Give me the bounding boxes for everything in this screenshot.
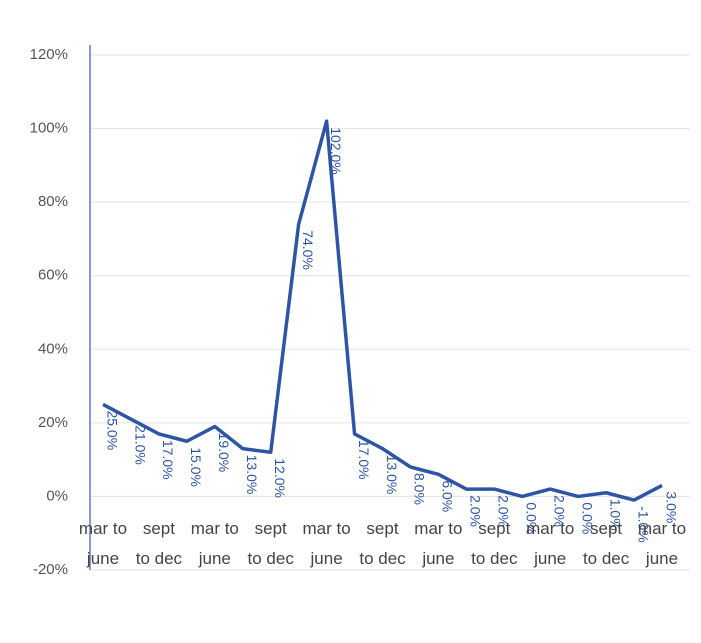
data-label: 13.0%: [244, 455, 260, 495]
x-tick-label: sept to dec: [471, 519, 518, 568]
data-label: 17.0%: [356, 440, 372, 480]
data-label: 1.0%: [607, 499, 623, 531]
data-label: 2.0%: [468, 495, 484, 527]
y-tick-label: 0%: [46, 487, 68, 504]
data-label: 15.0%: [188, 447, 204, 487]
data-label: 25.0%: [104, 410, 120, 450]
x-tick-label: mar to june: [190, 519, 239, 568]
x-tick-label: mar to june: [526, 519, 575, 568]
data-label: 0.0%: [524, 502, 540, 534]
x-tick-label: mar to june: [637, 519, 687, 568]
y-tick-label: 100%: [30, 120, 68, 137]
y-tick-label: 40%: [38, 340, 68, 357]
x-tick-label: mar to june: [302, 519, 351, 568]
y-tick-label: 80%: [38, 193, 68, 210]
data-label: 21.0%: [132, 425, 148, 465]
data-label: 0.0%: [579, 502, 595, 534]
x-tick-label: sept to dec: [135, 519, 183, 568]
y-tick-label: -20%: [33, 561, 68, 578]
data-label: 74.0%: [300, 230, 316, 270]
data-label: 102.0%: [328, 127, 344, 174]
data-label: 2.0%: [551, 495, 567, 527]
data-label: -1.0%: [635, 506, 651, 543]
data-label: 19.0%: [216, 433, 232, 473]
data-label: 12.0%: [272, 458, 288, 498]
x-tick-label: sept to dec: [247, 519, 294, 568]
data-label: 13.0%: [384, 455, 400, 495]
data-label: 8.0%: [412, 473, 428, 505]
x-tick-label: mar to june: [414, 519, 463, 568]
data-label: 17.0%: [160, 440, 176, 480]
x-tick-label: sept to dec: [582, 519, 630, 568]
y-tick-label: 120%: [30, 46, 68, 63]
x-tick-label: sept to dec: [359, 519, 406, 568]
data-label: 6.0%: [440, 480, 456, 512]
line: [102, 119, 663, 502]
y-tick-label: 60%: [38, 267, 68, 284]
data-label: 2.0%: [496, 495, 512, 527]
data-label: 3.0%: [663, 491, 679, 523]
y-tick-label: 20%: [38, 414, 68, 431]
x-tick-label: mar to june: [78, 519, 128, 568]
